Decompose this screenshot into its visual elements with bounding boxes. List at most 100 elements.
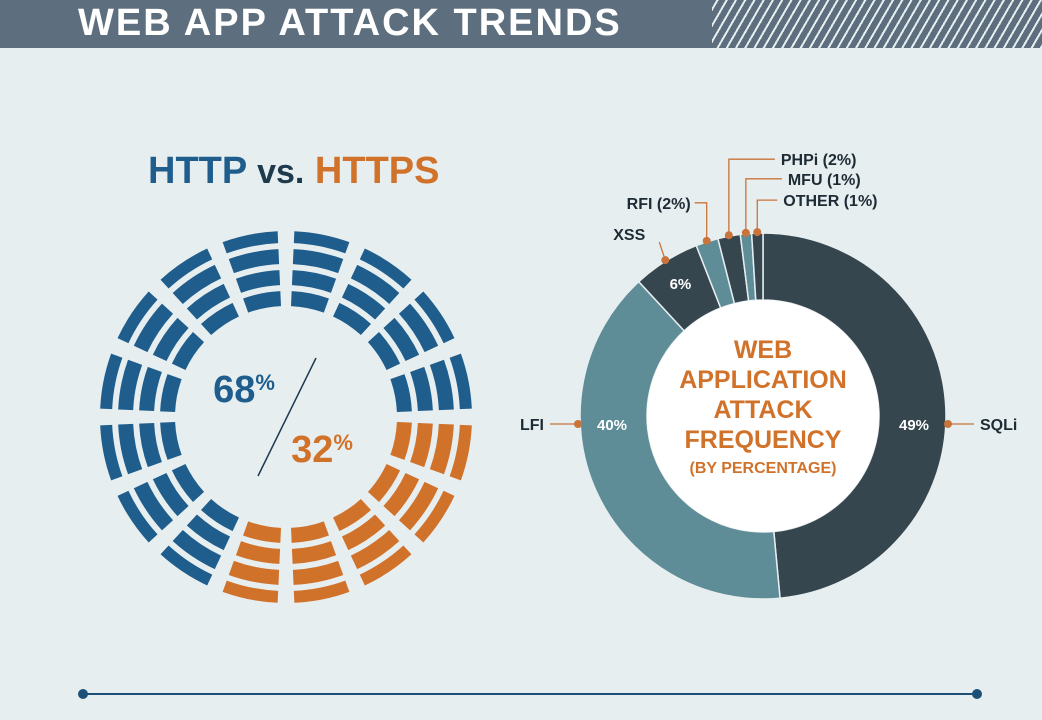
center-label: WEB APPLICATION ATTACK FREQUENCY (BY PER… xyxy=(679,336,847,477)
other-callout-label: OTHER (1%) xyxy=(783,193,877,210)
http-ring-segment xyxy=(414,291,455,344)
footer-divider-dot-right xyxy=(972,689,982,699)
https-ring-segment xyxy=(341,514,386,551)
mfu-callout-line xyxy=(745,178,782,233)
mfu-callout-label: MFU (1%) xyxy=(788,172,861,189)
xss-callout-label: XSS xyxy=(613,227,645,244)
https-ring-segment xyxy=(410,422,433,468)
http-ring-segment xyxy=(359,248,412,289)
phpi-callout-label: PHPi (2%) xyxy=(781,152,857,169)
http-ring-segment xyxy=(133,303,174,353)
page-title: WEB APP ATTACK TRENDS xyxy=(78,2,622,44)
title-banner: WEB APP ATTACK TRENDS xyxy=(0,0,1042,48)
https-ring-segment xyxy=(222,580,279,603)
rfi-callout-label: RFI (2%) xyxy=(627,196,691,213)
http-ring-segment xyxy=(100,424,123,481)
other-callout-line xyxy=(756,199,778,233)
https-ring-segment xyxy=(449,424,472,481)
http-ring-segment xyxy=(350,264,400,305)
http-ring-segment xyxy=(133,481,174,531)
https-ring-segment xyxy=(243,521,282,543)
https-ring-segment xyxy=(367,464,401,502)
http-ring-segment xyxy=(398,303,439,353)
https-ring-segment xyxy=(292,560,344,585)
divider-line xyxy=(257,357,317,477)
banner-stripes xyxy=(712,0,1042,48)
https-percent-label: 32% xyxy=(291,429,353,471)
http-ring-segment xyxy=(410,366,433,412)
vs-title-word: vs. xyxy=(257,153,305,191)
http-title-word: HTTP xyxy=(148,150,247,192)
https-ring-segment xyxy=(293,580,350,603)
http-percent-label: 68% xyxy=(213,369,275,411)
http-ring-segment xyxy=(160,545,213,586)
footer-divider xyxy=(82,693,978,695)
xss-callout-line xyxy=(658,241,666,261)
http-ring-segment xyxy=(222,231,279,254)
http-ring-segment xyxy=(243,291,282,313)
http-ring-segment xyxy=(100,353,123,410)
http-ring-segment xyxy=(292,249,344,274)
http-ring-segment xyxy=(160,374,182,413)
http-ring-segment xyxy=(333,302,371,336)
center-label-line-3: ATTACK xyxy=(713,396,812,424)
http-ring-segment xyxy=(172,529,222,570)
slice-callouts: SQLi LFI XSS RFI (2%) PHPi (2%) MFU (1%) OTHER… xyxy=(520,152,1017,434)
http-ring-segment xyxy=(293,231,350,254)
https-ring-segment xyxy=(414,490,455,543)
http-ring-segment xyxy=(201,498,239,532)
http-ring-segment xyxy=(152,317,189,362)
https-percent-value: 32 xyxy=(291,429,333,471)
http-ring-segment xyxy=(429,359,454,411)
https-ring-segment xyxy=(333,498,371,532)
http-ring-segment xyxy=(341,283,386,320)
http-ring-segment xyxy=(117,291,158,344)
http-ring-segment xyxy=(160,421,182,460)
phpi-callout-line xyxy=(728,158,775,236)
sqli-callout-label: SQLi xyxy=(980,417,1017,434)
http-ring-segment xyxy=(160,248,213,289)
http-ring-segment xyxy=(152,472,189,517)
https-ring-segment xyxy=(390,421,412,460)
lfi-callout-label: LFI xyxy=(520,417,544,434)
https-percent-unit: % xyxy=(333,430,353,455)
https-ring-segment xyxy=(359,545,412,586)
http-ring-segment xyxy=(449,353,472,410)
ring-segments xyxy=(100,231,472,603)
https-ring-segment xyxy=(291,541,337,564)
http-ring-segment xyxy=(139,422,162,468)
http-ring-segment xyxy=(291,270,337,293)
https-ring-segment xyxy=(228,560,280,585)
footer-divider-dot-left xyxy=(78,689,88,699)
https-ring-segment xyxy=(383,472,420,517)
sqli-value-label: 49% xyxy=(899,417,929,434)
center-sublabel: (BY PERCENTAGE) xyxy=(690,460,837,477)
center-label-line-2: APPLICATION xyxy=(679,366,847,394)
slice-value-labels: 49% 40% 6% xyxy=(597,276,929,434)
https-ring-segment xyxy=(429,423,454,475)
https-ring-segment xyxy=(235,541,281,564)
donut-center xyxy=(647,300,879,532)
http-ring-segment xyxy=(117,490,158,543)
http-ring-segment xyxy=(201,302,239,336)
https-ring-segment xyxy=(290,521,329,543)
https-title-word: HTTPS xyxy=(314,150,440,192)
https-ring-segment xyxy=(350,529,400,570)
http-ring-segment xyxy=(367,332,401,370)
http-ring-segment xyxy=(186,283,231,320)
https-ring-segment xyxy=(398,481,439,531)
http-ring-segment xyxy=(139,366,162,412)
http-ring-segment xyxy=(390,374,412,413)
xss-value-label: 6% xyxy=(670,276,692,293)
rfi-callout-line xyxy=(694,202,708,241)
http-ring-segment xyxy=(172,264,222,305)
http-ring-segment xyxy=(228,249,280,274)
http-ring-segment xyxy=(186,514,231,551)
http-ring-segment xyxy=(118,423,143,475)
http-ring-segment xyxy=(118,359,143,411)
http-ring-segment xyxy=(290,291,329,313)
http-vs-https-title: HTTP vs. HTTPS xyxy=(148,150,439,193)
http-ring-segment xyxy=(171,464,205,502)
